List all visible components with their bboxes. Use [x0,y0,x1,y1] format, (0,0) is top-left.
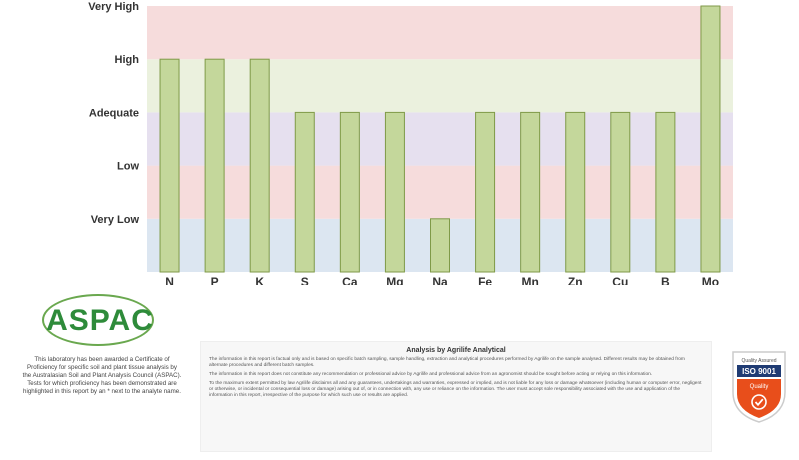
bar-k [249,58,270,273]
bar-mg [384,111,405,273]
level-bands [147,6,733,272]
x-tick-label: P [211,275,219,285]
x-tick-label: K [255,275,264,285]
bar-zn [565,111,586,273]
x-tick-label: Mg [386,275,403,285]
disclaimer-paragraph: The information in this report is factua… [209,357,685,368]
iso-badge-top-text: Quality Assured [741,358,776,364]
bar-n [159,58,180,273]
iso-badge-label: Quality [750,384,769,390]
x-tick-label: Na [432,275,448,285]
disclaimer-title: Analysis by Agrilife Analytical [406,347,506,354]
bar-b [655,111,676,273]
x-tick-label: Ca [342,275,358,285]
x-tick-label: S [301,275,309,285]
bar-na [430,218,450,273]
y-tick-label: Adequate [89,107,139,119]
disclaimer-paragraph: The information in this report does not … [209,372,653,377]
nutrient-level-chart: Very Low Low Adequate High Very High N P K S Ca M… [88,1,733,285]
x-tick-label: B [661,275,670,285]
bar-mo [700,5,721,273]
y-tick-label: Very Low [91,214,140,226]
y-axis-labels: Very Low Low Adequate High Very High [88,1,139,226]
iso-badge-standard: ISO 9001 [742,367,776,376]
band-very-high [147,6,733,60]
iso-9001-badge: Quality Assured ISO 9001 Quality [732,351,786,423]
band-high [147,59,733,113]
y-tick-label: Very High [88,1,139,13]
x-tick-label: Mo [702,275,719,285]
disclaimer-paragraph: To the maximum extent permitted by law A… [209,381,702,398]
bar-p [204,58,225,273]
x-axis-labels: N P K S Ca Mg Na Fe Mn Zn Cu B Mo [165,275,719,285]
bar-ca [339,111,360,273]
x-tick-label: Mn [521,275,538,285]
y-tick-label: High [115,54,140,66]
aspac-logo: ASPAC [20,292,180,352]
aspac-logo-text: ASPAC [46,304,154,337]
bar-series [159,5,721,273]
bar-fe [475,111,496,273]
band-low [147,165,733,219]
accreditation-statement: This laboratory has been awarded a Certi… [22,356,182,395]
x-tick-label: Zn [568,275,583,285]
x-tick-label: Cu [612,275,628,285]
bar-cu [610,111,631,273]
checkmark-icon [751,394,767,410]
band-adequate [147,112,733,166]
bar-s [294,111,315,273]
disclaimer-box: Analysis by Agrilife Analytical The info… [200,341,712,452]
aspac-logo-ring [42,294,154,346]
x-tick-label: Fe [478,275,492,285]
x-tick-label: N [165,275,174,285]
bar-mn [520,111,541,273]
y-tick-label: Low [117,161,139,173]
